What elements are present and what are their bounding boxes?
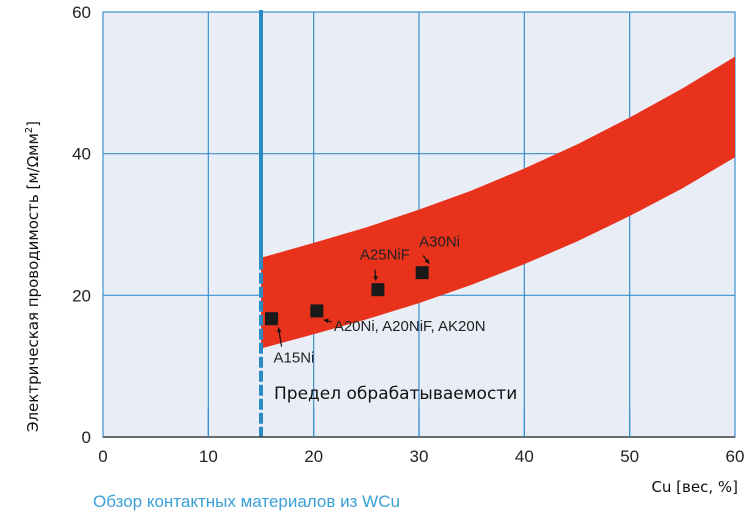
y-axis-label: Электрическая проводимость [м/Ωмм2] (24, 121, 42, 432)
x-axis-label: Cu [вес, %] (651, 478, 738, 496)
arrow-head-2 (373, 276, 378, 281)
conductivity-band (261, 56, 735, 349)
axes (103, 409, 735, 438)
x-tick-label-0: 0 (98, 447, 107, 466)
machinability-limit-label: Предел обрабатываемости (274, 384, 517, 404)
x-tick-label-30: 30 (410, 447, 429, 466)
x-tick-label-10: 10 (199, 447, 218, 466)
marker-a25nif (371, 283, 385, 297)
annotation-arrows (276, 255, 430, 347)
x-tick-label-40: 40 (515, 447, 534, 466)
y-tick-labels: 0 20 40 60 (72, 3, 91, 447)
marker-a20ni (310, 304, 324, 318)
y-tick-label-20: 20 (72, 286, 91, 305)
x-tick-label-60: 60 (726, 447, 745, 466)
arrow-head-3 (424, 258, 430, 264)
marker-a30ni (415, 266, 429, 280)
y-tick-label-0: 0 (82, 428, 91, 447)
point-label-0: A15Ni (274, 350, 315, 367)
arrow-head-0 (276, 327, 282, 333)
x-tick-label-50: 50 (620, 447, 639, 466)
y-tick-label-60: 60 (72, 3, 91, 22)
point-label-3: A30Ni (419, 234, 460, 251)
y-tick-label-40: 40 (72, 145, 91, 164)
point-label-1: A20Ni, A20NiF, AK20N (334, 318, 486, 335)
figure-caption: Обзор контактных материалов из WCu (93, 492, 400, 511)
arrow-head-1 (323, 318, 329, 324)
x-tick-label-20: 20 (304, 447, 323, 466)
x-tick-labels: 0 10 20 30 40 50 60 (98, 447, 744, 466)
marker-a15ni (265, 312, 279, 326)
point-label-2: A25NiF (360, 247, 410, 264)
data-points: A15Ni A20Ni, A20NiF, AK20N A25NiF A30Ni (265, 234, 486, 367)
